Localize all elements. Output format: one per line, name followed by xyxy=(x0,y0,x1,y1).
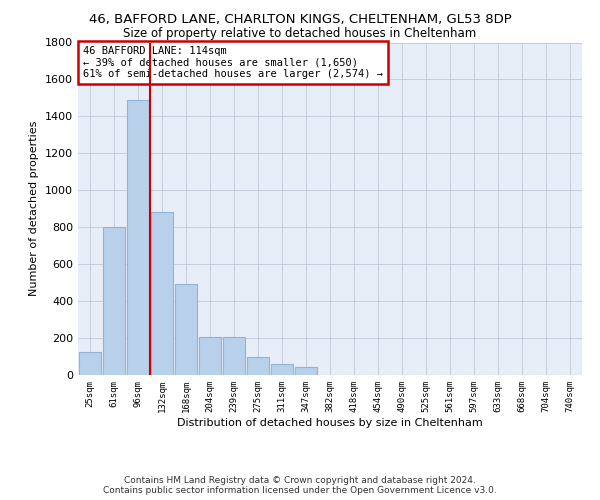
Bar xyxy=(79,352,101,375)
Text: 46, BAFFORD LANE, CHARLTON KINGS, CHELTENHAM, GL53 8DP: 46, BAFFORD LANE, CHARLTON KINGS, CHELTE… xyxy=(89,12,511,26)
X-axis label: Distribution of detached houses by size in Cheltenham: Distribution of detached houses by size … xyxy=(177,418,483,428)
Bar xyxy=(151,212,173,375)
Text: 46 BAFFORD LANE: 114sqm
← 39% of detached houses are smaller (1,650)
61% of semi: 46 BAFFORD LANE: 114sqm ← 39% of detache… xyxy=(83,46,383,79)
Bar xyxy=(199,337,221,375)
Text: Size of property relative to detached houses in Cheltenham: Size of property relative to detached ho… xyxy=(124,28,476,40)
Bar xyxy=(127,100,149,375)
Bar xyxy=(103,227,125,375)
Text: Contains HM Land Registry data © Crown copyright and database right 2024.
Contai: Contains HM Land Registry data © Crown c… xyxy=(103,476,497,495)
Bar xyxy=(175,284,197,375)
Bar xyxy=(295,366,317,375)
Y-axis label: Number of detached properties: Number of detached properties xyxy=(29,121,40,296)
Bar xyxy=(271,364,293,375)
Bar xyxy=(223,337,245,375)
Bar xyxy=(247,356,269,375)
